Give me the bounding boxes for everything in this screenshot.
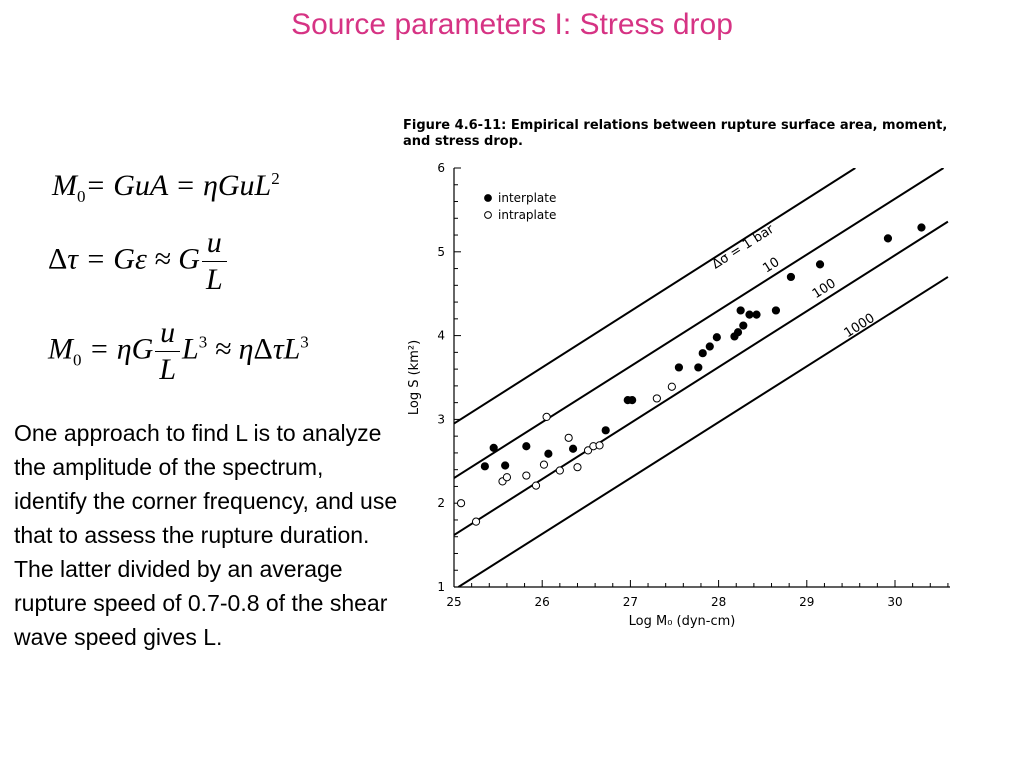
- data-point-intraplate: [531, 481, 541, 490]
- x-tick-label: 28: [711, 595, 726, 609]
- y-tick-label: 1: [437, 580, 445, 594]
- eq2-num: u: [201, 228, 227, 262]
- x-tick-label: 25: [446, 595, 461, 609]
- stress-drop-line: [457, 276, 949, 587]
- data-point-interplate: [736, 306, 745, 315]
- x-axis-label: Log M₀ (dyn-cm): [629, 614, 736, 629]
- eq2-eps: ε: [134, 242, 147, 276]
- data-point-intraplate: [522, 471, 531, 480]
- stress-drop-line: [454, 168, 856, 425]
- eq1-lhs-sub: 0: [77, 187, 86, 206]
- data-point-interplate: [694, 363, 703, 372]
- line-label: 10: [760, 255, 782, 277]
- data-point-interplate: [712, 333, 721, 342]
- y-tick-label: 6: [437, 161, 445, 175]
- x-tick-label: 30: [887, 595, 902, 609]
- eq3-l2: L: [283, 332, 301, 366]
- eq2-delta: Δ: [48, 242, 68, 276]
- eq1-lhs: M: [52, 169, 77, 202]
- y-tick-label: 3: [437, 412, 445, 426]
- data-point-intraplate: [471, 517, 481, 526]
- figure-caption: Figure 4.6-11: Empirical relations betwe…: [403, 118, 948, 149]
- x-tick-label: 29: [799, 595, 814, 609]
- eq3-eta2: η: [238, 332, 254, 366]
- equation-moment-stressdrop: M0 = ηG u L L3 ≈ ηΔτL3: [48, 318, 309, 385]
- eq3-eq: =: [81, 332, 117, 366]
- y-axis-label: Log S (km²): [407, 340, 422, 415]
- stress-drop-line: [454, 220, 949, 536]
- eq3-g: G: [131, 332, 154, 366]
- eq3-den: L: [159, 353, 176, 386]
- data-point-interplate: [786, 272, 796, 282]
- eq3-l: L: [182, 332, 199, 366]
- slide-title: Source parameters I: Stress drop: [291, 8, 733, 41]
- legend-label-intraplate: intraplate: [498, 208, 556, 222]
- data-point-interplate: [698, 349, 707, 358]
- eq3-tau: τ: [272, 332, 284, 366]
- body-text: One approach to find L is to analyze the…: [14, 420, 398, 650]
- data-point-interplate: [745, 310, 754, 319]
- y-tick-label: 2: [437, 496, 445, 510]
- eq3-approx: ≈: [207, 332, 239, 366]
- data-point-interplate: [752, 310, 761, 319]
- data-point-interplate: [771, 306, 781, 315]
- data-point-interplate: [674, 363, 684, 372]
- data-point-interplate: [628, 396, 637, 405]
- data-point-interplate: [883, 234, 893, 243]
- data-point-intraplate: [542, 412, 551, 421]
- x-tick-label: 27: [623, 595, 638, 609]
- data-point-interplate: [917, 223, 926, 232]
- data-point-intraplate: [573, 463, 582, 472]
- data-point-interplate: [601, 426, 610, 435]
- legend-label-interplate: interplate: [498, 191, 556, 205]
- eq1-rhs2: GuL: [217, 169, 272, 202]
- eq2-eq: = G: [78, 242, 135, 276]
- x-tick-label: 26: [535, 595, 550, 609]
- data-point-intraplate: [555, 466, 564, 475]
- data-point-interplate: [501, 461, 510, 470]
- y-tick-label: 5: [437, 245, 445, 259]
- eq1-rhs1: = GuA =: [85, 169, 203, 202]
- data-point-interplate: [815, 260, 825, 269]
- eq3-num: u: [155, 318, 180, 352]
- eq3-sup: 3: [198, 332, 208, 352]
- eq3-sup2: 3: [300, 332, 309, 352]
- eq1-sup: 2: [271, 169, 280, 188]
- data-point-interplate: [705, 342, 714, 351]
- data-point-intraplate: [539, 460, 549, 469]
- y-tick-label: 4: [437, 329, 445, 343]
- data-point-interplate: [568, 444, 578, 453]
- line-label: 100: [810, 276, 839, 302]
- data-point-interplate: [489, 443, 498, 452]
- data-point-intraplate: [652, 394, 661, 403]
- eq3-delta: Δ: [253, 332, 273, 366]
- eq2-den: L: [205, 263, 223, 296]
- data-point-intraplate: [564, 433, 573, 442]
- data-point-intraplate: [502, 473, 512, 482]
- eq3-lhs-sub: 0: [73, 350, 82, 370]
- data-point-interplate: [544, 449, 553, 458]
- data-point-intraplate: [583, 446, 593, 455]
- data-point-interplate: [480, 462, 489, 471]
- data-point-intraplate: [667, 382, 676, 391]
- legend-marker-interplate: [484, 194, 492, 202]
- eq3-lhs: M: [48, 332, 73, 366]
- data-point-interplate: [733, 328, 743, 337]
- data-point-intraplate: [595, 441, 604, 450]
- eq1-eta: η: [202, 169, 218, 202]
- eq2-tau: τ: [67, 242, 79, 276]
- legend-marker-intraplate: [484, 211, 492, 219]
- eq3-eta: η: [116, 332, 132, 366]
- data-point-interplate: [522, 442, 531, 451]
- eq2-approx: ≈ G: [146, 242, 200, 276]
- equation-moment: M0= GuA = ηGuL2: [52, 170, 280, 205]
- data-point-interplate: [739, 321, 748, 330]
- line-label: 1000: [842, 311, 878, 341]
- stress-drop-line: [454, 168, 945, 479]
- data-point-intraplate: [456, 499, 466, 508]
